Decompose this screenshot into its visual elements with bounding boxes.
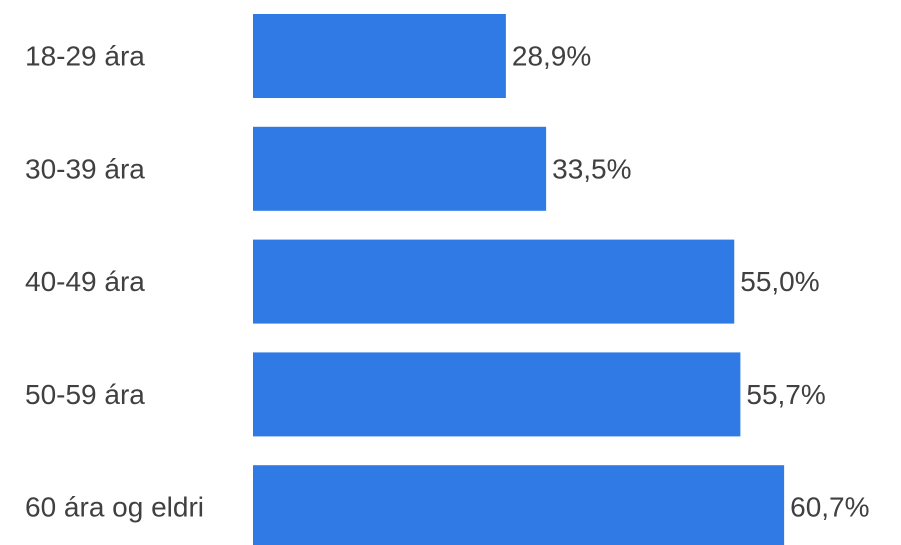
value-label: 28,9% bbox=[512, 41, 591, 72]
value-label: 60,7% bbox=[790, 492, 869, 523]
bar bbox=[253, 465, 785, 545]
category-label: 40-49 ára bbox=[25, 266, 145, 297]
value-label: 55,0% bbox=[740, 266, 819, 297]
bar bbox=[253, 14, 506, 98]
category-label: 30-39 ára bbox=[25, 153, 145, 184]
category-label: 18-29 ára bbox=[25, 41, 145, 72]
bar bbox=[253, 126, 547, 211]
category-label: 50-59 ára bbox=[25, 379, 145, 410]
bar bbox=[253, 352, 741, 437]
category-label: 60 ára og eldri bbox=[25, 492, 204, 523]
bar bbox=[253, 239, 735, 324]
value-label: 33,5% bbox=[552, 153, 631, 184]
value-label: 55,7% bbox=[746, 379, 825, 410]
